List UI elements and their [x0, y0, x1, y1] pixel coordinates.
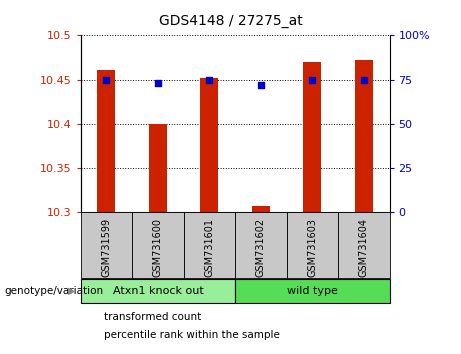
Text: GSM731600: GSM731600 — [153, 218, 163, 276]
Bar — [303, 62, 321, 212]
Bar — [235, 279, 390, 303]
Bar — [132, 212, 183, 278]
Point — [360, 77, 367, 82]
Bar — [201, 78, 219, 212]
Point — [206, 77, 213, 82]
Text: percentile rank within the sample: percentile rank within the sample — [104, 330, 280, 339]
Text: GSM731603: GSM731603 — [307, 218, 317, 276]
Bar — [235, 212, 287, 278]
Bar — [252, 206, 270, 212]
Bar — [81, 279, 235, 303]
Text: GSM731602: GSM731602 — [256, 218, 266, 277]
Text: genotype/variation: genotype/variation — [5, 286, 104, 296]
Text: ▶: ▶ — [68, 286, 75, 296]
Bar — [355, 60, 373, 212]
Bar — [149, 124, 167, 212]
Point — [103, 77, 110, 82]
Text: transformed count: transformed count — [104, 312, 201, 322]
Text: GDS4148 / 27275_at: GDS4148 / 27275_at — [159, 14, 302, 28]
Text: Atxn1 knock out: Atxn1 knock out — [112, 286, 203, 296]
Point — [308, 77, 316, 82]
Bar — [338, 212, 390, 278]
Text: wild type: wild type — [287, 286, 338, 296]
Text: GSM731604: GSM731604 — [359, 218, 369, 276]
Bar — [183, 212, 235, 278]
Bar — [81, 212, 132, 278]
Text: GSM731601: GSM731601 — [204, 218, 214, 276]
Bar — [97, 70, 115, 212]
Text: GSM731599: GSM731599 — [101, 218, 112, 277]
Bar — [287, 212, 338, 278]
Point — [154, 80, 161, 86]
Point — [257, 82, 265, 88]
